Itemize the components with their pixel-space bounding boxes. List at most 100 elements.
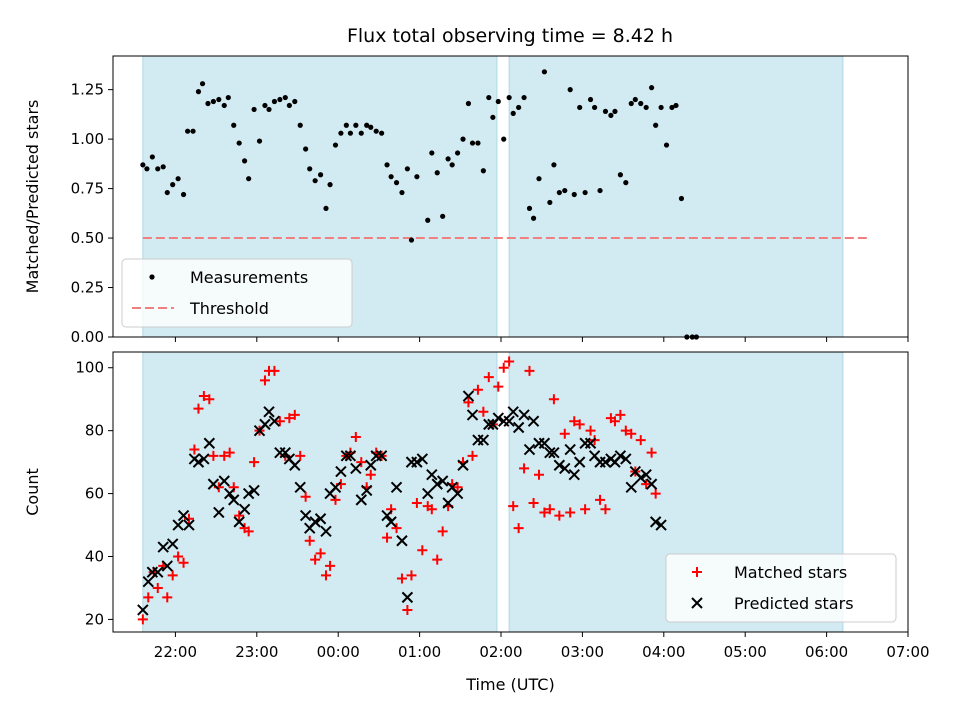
measurement-point [445,156,451,162]
measurement-point [551,162,557,168]
predicted-star-point [422,487,434,500]
measurement-point [216,96,222,103]
predicted-star-point [309,516,321,528]
predicted-star-point [142,575,154,588]
measurement-point [663,142,670,148]
matched-star-point [143,592,154,603]
predicted-star-point [635,472,647,484]
measurement-point [567,87,573,93]
measurement-point [286,102,292,109]
measurement-point [205,100,211,107]
matched-star-point [402,604,413,615]
matched-star-point [167,570,178,581]
matched-star-point [650,488,661,499]
legend-label: Matched stars [734,563,847,582]
measurement-point [210,98,216,105]
x-tick-label: 02:00 [479,643,522,661]
predicted-star-point [259,418,271,431]
x-tick-label: 05:00 [724,643,767,661]
matched-star-point [219,450,230,461]
predicted-star-point [518,409,530,421]
predicted-star-point [340,450,353,462]
matched-star-point [356,457,367,468]
measurement-point [303,146,309,152]
matched-star-point [315,548,326,559]
measurement-point [292,98,298,105]
matched-star-point [189,444,200,455]
x-tick-label: 07:00 [886,643,929,661]
measurement-point [140,162,146,168]
predicted-star-point [268,415,281,427]
matched-star-point [463,397,474,408]
predicted-star-point [242,487,255,500]
predicted-star-point [385,516,397,528]
y-tick-label: 0.00 [71,328,104,346]
matched-star-point [524,365,535,376]
matched-star-point [528,498,539,509]
measurement-point [617,172,623,178]
predicted-star-point [538,437,551,449]
predicted-star-point [411,456,423,468]
measurement-point [501,136,507,142]
matched-star-point [498,362,509,373]
measurement-point [587,96,594,103]
legend-label: Predicted stars [734,594,854,613]
predicted-star-point [559,462,571,475]
predicted-star-point [512,421,525,434]
measurement-point [347,130,354,136]
series-matched-stars [137,356,661,625]
predicted-star-point [396,535,408,547]
legend-box [121,258,353,328]
measurement-point [648,85,655,91]
matched-star-point [580,504,591,515]
measurement-point [510,110,516,116]
measurement-point [190,128,196,134]
measurement-point [364,122,370,128]
measurement-point [495,98,501,105]
matched-star-point [513,523,524,534]
measurement-point [628,100,634,107]
measurement-point [434,170,440,176]
predicted-star-point [477,434,490,446]
predicted-star-point [640,468,652,481]
predicted-star-point [523,443,536,456]
predicted-star-point [172,519,184,531]
predicted-star-point [625,481,637,493]
measurement-point [516,104,522,111]
measurement-point [547,199,553,206]
predicted-star-point [299,509,312,522]
observing-interval-2 [508,55,844,338]
matched-star-point [178,557,189,568]
chart-title: Flux total observing time = 8.42 h [347,25,673,47]
predicted-star-point [457,459,469,471]
measurement-point [486,94,492,101]
predicted-star-point [599,456,612,468]
measurement-point [343,122,349,128]
y-tick-label: 20 [85,610,104,628]
measurement-point [612,108,618,115]
matched-star-point [243,526,254,537]
measurement-point [323,205,329,211]
predicted-star-point [584,437,597,449]
matched-star-point [504,356,515,367]
x-tick-label: 01:00 [398,643,441,661]
legend: Measurements Threshold [121,258,353,328]
matched-star-point [330,494,341,505]
matched-star-point [432,554,443,565]
measurement-point [658,104,664,111]
measurement-point [231,122,237,128]
measurement-point [536,176,542,182]
predicted-star-point [451,487,464,500]
predicted-star-point [381,509,393,522]
predicted-star-point [527,415,540,427]
predicted-star-point [553,459,566,471]
measurement-point [530,215,537,221]
predicted-star-point [350,462,362,475]
measurement-point [425,217,431,223]
measurement-point [632,96,638,103]
matched-star-point [554,510,565,521]
plot-frame [112,55,909,338]
measurement-point [440,213,446,219]
measurement-point [251,106,257,113]
